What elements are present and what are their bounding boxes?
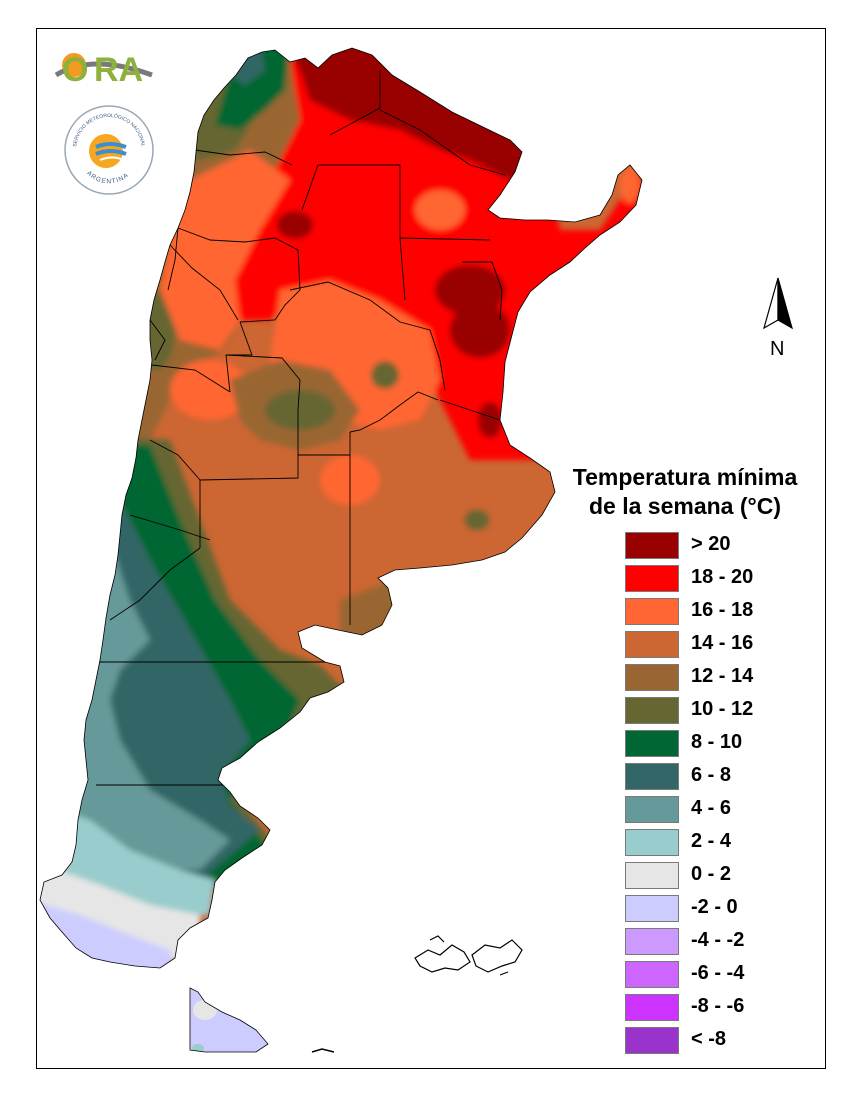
- legend-item: 4 - 6: [625, 794, 825, 827]
- legend-swatch: [625, 862, 679, 889]
- legend-item: -4 - -2: [625, 926, 825, 959]
- legend-label: > 20: [691, 533, 731, 555]
- legend-swatch: [625, 763, 679, 790]
- malvinas-islands: [414, 935, 523, 976]
- legend-item: 18 - 20: [625, 563, 825, 596]
- legend-label: < -8: [691, 1028, 727, 1050]
- legend-swatch: [625, 1027, 679, 1054]
- legend-item: 6 - 8: [625, 761, 825, 794]
- legend-label: 10 - 12: [691, 698, 754, 720]
- legend-swatch: [625, 895, 679, 922]
- legend-label: -8 - -6: [691, 995, 745, 1017]
- legend-swatch: [625, 829, 679, 856]
- legend-item: 14 - 16: [625, 629, 825, 662]
- legend-label: -4 - -2: [691, 929, 745, 951]
- legend-label: 0 - 2: [691, 863, 732, 885]
- legend-swatch: [625, 730, 679, 757]
- legend-item: 12 - 14: [625, 662, 825, 695]
- legend-label: 18 - 20: [691, 566, 754, 588]
- legend-label: -2 - 0: [691, 896, 738, 918]
- legend-swatch: [625, 664, 679, 691]
- legend-item: -8 - -6: [625, 992, 825, 1025]
- ora-logo: O RA: [54, 51, 153, 89]
- legend-item: -6 - -4: [625, 959, 825, 992]
- legend-label: 16 - 18: [691, 599, 754, 621]
- legend-item: > 20: [625, 530, 825, 563]
- legend-item: 10 - 12: [625, 695, 825, 728]
- legend-title: Temperatura mínima de la semana (°C): [540, 463, 830, 521]
- legend-swatch: [625, 928, 679, 955]
- legend-swatch: [625, 994, 679, 1021]
- svg-text:O: O: [62, 51, 88, 89]
- legend-label: 8 - 10: [691, 731, 743, 753]
- legend-label: 12 - 14: [691, 665, 754, 687]
- legend-swatch: [625, 961, 679, 988]
- smn-logo: SERVICIO METEOROLÓGICO NACIONAL ARGENTIN…: [64, 105, 154, 195]
- legend-title-line1: Temperatura mínima: [572, 464, 798, 490]
- legend-item: < -8: [625, 1025, 825, 1058]
- svg-text:RA: RA: [94, 51, 143, 89]
- legend-item: 16 - 18: [625, 596, 825, 629]
- legend-label: -6 - -4: [691, 962, 745, 984]
- legend-item: 2 - 4: [625, 827, 825, 860]
- legend-item: 0 - 2: [625, 860, 825, 893]
- legend-label: 2 - 4: [691, 830, 732, 852]
- legend-title-line2: de la semana (°C): [589, 493, 781, 519]
- legend-swatch: [625, 565, 679, 592]
- legend-swatch: [625, 697, 679, 724]
- legend-swatch: [625, 598, 679, 625]
- legend-label: 14 - 16: [691, 632, 754, 654]
- legend-item: -2 - 0: [625, 893, 825, 926]
- legend-swatch: [625, 631, 679, 658]
- legend-item: 8 - 10: [625, 728, 825, 761]
- legend-label: 6 - 8: [691, 764, 732, 786]
- north-arrow-icon: [763, 277, 793, 330]
- legend-swatch: [625, 532, 679, 559]
- north-label: N: [770, 338, 785, 360]
- legend-swatch: [625, 796, 679, 823]
- legend-label: 4 - 6: [691, 797, 732, 819]
